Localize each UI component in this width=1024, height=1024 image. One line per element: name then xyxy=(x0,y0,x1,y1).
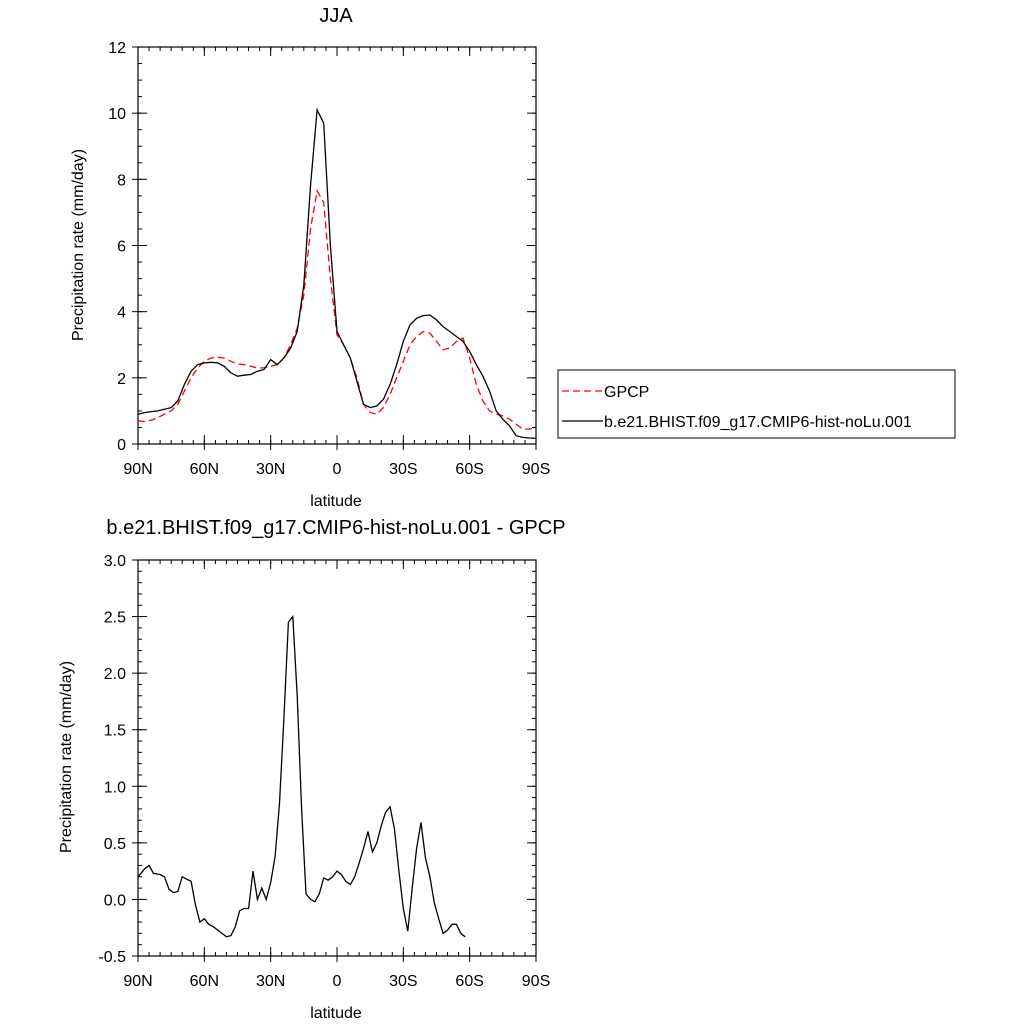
top-series-line-0 xyxy=(137,189,537,430)
top-series-line-1 xyxy=(137,107,537,440)
bottom-y-tick-label: 0.5 xyxy=(104,836,126,853)
bottom-chart-title: b.e21.BHIST.f09_g17.CMIP6-hist-noLu.001 … xyxy=(106,517,565,539)
bottom-x-tick-label: 60N xyxy=(190,973,219,990)
legend-label-gpcp: GPCP xyxy=(604,384,649,401)
bottom-tick-marks xyxy=(132,559,537,962)
bottom-y-tick-label: 0.0 xyxy=(104,892,126,909)
bottom-x-axis-label: latitude xyxy=(310,1005,362,1022)
bottom-y-tick-label: 1.0 xyxy=(104,779,126,796)
bottom-x-tick-label: 90S xyxy=(522,973,550,990)
bottom-x-tick-labels: 90N 60N 30N 0 30S 60S 90S xyxy=(123,973,550,990)
bottom-y-axis-label: Precipitation rate (mm/day) xyxy=(58,661,75,853)
top-x-tick-label: 90N xyxy=(123,461,152,478)
legend: GPCP b.e21.BHIST.f09_g17.CMIP6-hist-noLu… xyxy=(557,369,956,439)
bottom-y-tick-label: 2.0 xyxy=(104,666,126,683)
top-tick-marks xyxy=(132,46,537,450)
bottom-x-tick-label: 60S xyxy=(455,973,483,990)
bottom-y-tick-label: -0.5 xyxy=(98,949,126,966)
top-x-tick-label: 30S xyxy=(389,461,417,478)
bottom-series-lines xyxy=(137,614,466,938)
bottom-series-line-0 xyxy=(137,614,466,938)
top-y-tick-label: 8 xyxy=(117,172,126,189)
top-x-tick-label: 90S xyxy=(522,461,550,478)
top-chart-title: JJA xyxy=(319,5,353,27)
top-y-tick-label: 2 xyxy=(117,371,126,388)
top-y-tick-label: 0 xyxy=(117,437,126,454)
bottom-x-tick-label: 90N xyxy=(123,973,152,990)
top-x-tick-labels: 90N 60N 30N 0 30S 60S 90S xyxy=(123,461,550,478)
bottom-x-tick-label: 30N xyxy=(256,973,285,990)
bottom-x-tick-label: 30S xyxy=(389,973,417,990)
top-series-lines xyxy=(137,107,537,440)
top-y-tick-labels: 0 2 4 6 8 10 12 xyxy=(108,40,126,454)
top-y-tick-label: 10 xyxy=(108,106,126,123)
bottom-plot-frame xyxy=(137,559,537,957)
bottom-chart: b.e21.BHIST.f09_g17.CMIP6-hist-noLu.001 … xyxy=(58,517,566,1022)
bottom-x-tick-label: 0 xyxy=(333,973,342,990)
top-x-tick-label: 60S xyxy=(455,461,483,478)
top-x-tick-label: 0 xyxy=(333,461,342,478)
top-x-tick-label: 60N xyxy=(190,461,219,478)
top-x-tick-label: 30N xyxy=(256,461,285,478)
top-y-tick-label: 12 xyxy=(108,40,126,57)
top-y-axis-label: Precipitation rate (mm/day) xyxy=(70,149,87,341)
bottom-y-tick-label: 3.0 xyxy=(104,553,126,570)
top-x-axis-label: latitude xyxy=(310,493,362,510)
bottom-y-tick-label: 1.5 xyxy=(104,723,126,740)
top-chart: JJA 0 2 4 6 8 10 12 90N 60N 30N 0 30S 60S 90S latitu… xyxy=(70,5,956,510)
bottom-y-tick-label: 2.5 xyxy=(104,610,126,627)
top-y-tick-label: 4 xyxy=(117,305,126,322)
legend-label-model: b.e21.BHIST.f09_g17.CMIP6-hist-noLu.001 xyxy=(604,414,912,431)
legend-box xyxy=(557,369,956,439)
bottom-y-tick-labels: -0.5 0.0 0.5 1.0 1.5 2.0 2.5 3.0 xyxy=(98,553,126,966)
top-y-tick-label: 6 xyxy=(117,239,126,256)
